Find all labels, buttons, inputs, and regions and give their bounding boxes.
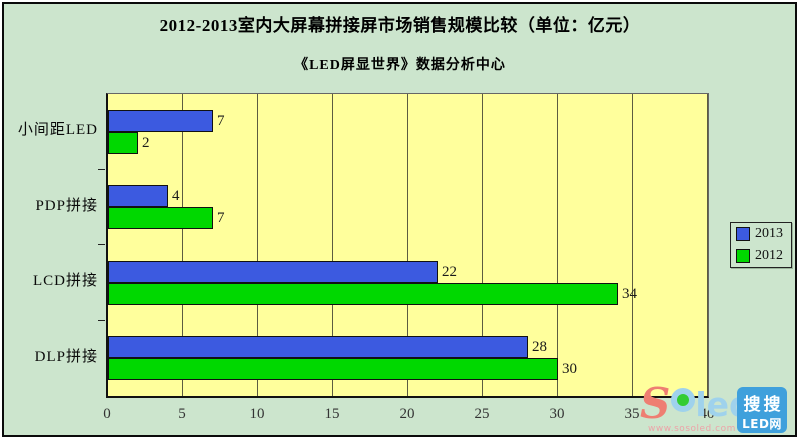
legend: 2013 2012 bbox=[730, 222, 792, 268]
soled-logo-s: S bbox=[640, 379, 671, 428]
category-label-DLP拼接: DLP拼接 bbox=[34, 348, 98, 365]
x-tick-label-10: 10 bbox=[249, 406, 265, 422]
category-label-PDP拼接: PDP拼接 bbox=[35, 197, 98, 214]
gridline-10 bbox=[257, 94, 258, 396]
gridline-35 bbox=[632, 94, 633, 396]
chart-subtitle: 《LED屏显世界》数据分析中心 bbox=[294, 58, 506, 73]
chart-title: 2012-2013室内大屏幕拼接屏市场销售规模比较（单位：亿元） bbox=[159, 16, 641, 35]
y-axis-labels: 小间距LED PDP拼接 LCD拼接 DLP拼接 bbox=[0, 93, 98, 395]
y-axis-tick bbox=[98, 244, 105, 245]
bar-value-2012-LCD拼接: 34 bbox=[622, 285, 637, 302]
bar-2013-小间距LED bbox=[108, 109, 213, 132]
bar-value-2013-PDP拼接: 4 bbox=[172, 188, 180, 205]
x-tick-label-5: 5 bbox=[178, 406, 186, 422]
gridline-30 bbox=[557, 94, 558, 396]
legend-item-2012: 2012 bbox=[731, 245, 791, 267]
led-bulb-icon bbox=[671, 388, 696, 412]
gridline-25 bbox=[482, 94, 483, 396]
legend-label-2012: 2012 bbox=[755, 248, 783, 263]
gridline-5 bbox=[182, 94, 183, 396]
legend-swatch-2013 bbox=[736, 227, 750, 241]
x-tick-label-40: 40 bbox=[699, 406, 715, 422]
bar-2012-LCD拼接 bbox=[108, 282, 618, 305]
bar-2013-DLP拼接 bbox=[108, 336, 528, 359]
badge-text-sousou: 搜搜 bbox=[743, 395, 784, 415]
gridline-15 bbox=[332, 94, 333, 396]
y-axis-tick bbox=[98, 319, 105, 321]
watermark-url: www.sosoled.com bbox=[648, 424, 736, 434]
category-label-LCD拼接: LCD拼接 bbox=[32, 273, 98, 289]
bar-2013-PDP拼接 bbox=[108, 185, 168, 208]
badge-text-ledwang: LED网 bbox=[742, 417, 782, 431]
bar-value-2012-PDP拼接: 7 bbox=[217, 210, 225, 227]
bar-value-2013-小间距LED: 7 bbox=[217, 112, 225, 129]
gridline-40 bbox=[707, 94, 708, 396]
bar-2013-LCD拼接 bbox=[108, 260, 438, 283]
bar-value-2013-LCD拼接: 22 bbox=[442, 263, 457, 280]
x-tick-label-20: 20 bbox=[399, 406, 415, 422]
x-axis-labels: 0 5 10 15 20 25 30 35 40 bbox=[0, 406, 800, 426]
bar-value-2013-DLP拼接: 28 bbox=[532, 339, 547, 356]
plot-background: 7 2 4 7 22 34 28 30 bbox=[106, 93, 709, 398]
legend-swatch-2012 bbox=[736, 249, 750, 263]
bar-2012-小间距LED bbox=[108, 131, 138, 154]
bar-value-2012-DLP拼接: 30 bbox=[562, 361, 577, 378]
bar-2012-DLP拼接 bbox=[108, 358, 558, 381]
category-label-小间距LED: 小间距LED bbox=[17, 122, 98, 138]
sosoled-badge: 搜搜 LED网 bbox=[737, 387, 787, 433]
y-axis-tick bbox=[98, 168, 105, 170]
x-tick-label-25: 25 bbox=[474, 406, 490, 422]
bar-value-2012-小间距LED: 2 bbox=[142, 134, 150, 151]
bar-2012-PDP拼接 bbox=[108, 207, 213, 230]
gridline-20 bbox=[407, 94, 408, 396]
x-tick-label-35: 35 bbox=[624, 406, 640, 422]
plot-area: 7 2 4 7 22 34 28 30 bbox=[108, 94, 708, 396]
x-tick-label-15: 15 bbox=[324, 406, 340, 422]
x-tick-label-0: 0 bbox=[103, 406, 111, 422]
x-tick-label-30: 30 bbox=[549, 406, 565, 422]
legend-item-2013: 2013 bbox=[731, 223, 791, 245]
legend-label-2013: 2013 bbox=[755, 226, 783, 241]
